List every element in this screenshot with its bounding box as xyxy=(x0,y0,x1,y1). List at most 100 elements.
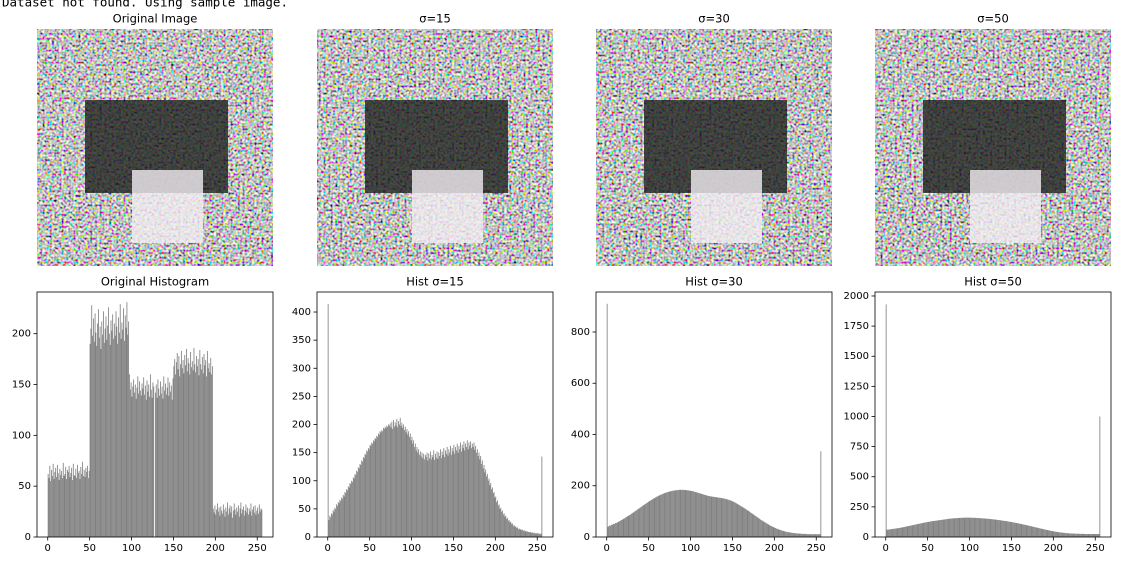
bar xyxy=(528,531,530,537)
bar xyxy=(508,520,510,537)
bar xyxy=(811,534,813,537)
bar xyxy=(423,453,425,537)
bar xyxy=(405,432,407,537)
bar xyxy=(745,509,747,537)
bar xyxy=(1091,533,1093,537)
bar xyxy=(118,332,120,537)
bar xyxy=(386,425,388,537)
bar xyxy=(744,508,746,537)
bar xyxy=(958,517,960,537)
bar xyxy=(82,461,83,537)
bar xyxy=(336,504,337,537)
bar xyxy=(418,449,420,537)
bar xyxy=(932,521,934,537)
bar xyxy=(496,502,498,537)
bar xyxy=(402,427,404,537)
bar xyxy=(654,497,656,537)
bar xyxy=(134,392,135,537)
bar xyxy=(383,429,385,537)
y-tick-label: 350 xyxy=(292,335,311,346)
bar xyxy=(220,506,222,537)
bar xyxy=(532,532,534,537)
bar xyxy=(1036,527,1038,537)
bar xyxy=(237,511,238,537)
y-tick-label: 800 xyxy=(571,327,590,338)
bar xyxy=(211,366,213,537)
bar xyxy=(1075,533,1077,537)
bar xyxy=(187,358,189,537)
bar xyxy=(803,533,805,537)
x-tick-label: 200 xyxy=(1044,543,1063,554)
bar xyxy=(125,327,127,537)
bar xyxy=(372,440,374,537)
bar xyxy=(985,518,987,537)
bar xyxy=(192,370,194,537)
bar xyxy=(814,534,816,537)
axes-frame xyxy=(874,291,1112,538)
bar xyxy=(443,448,445,537)
bar xyxy=(918,523,920,537)
bar xyxy=(109,344,111,537)
bar xyxy=(805,533,807,537)
bar xyxy=(1075,533,1076,537)
bar xyxy=(1010,521,1012,537)
bar xyxy=(626,516,628,537)
bar xyxy=(364,453,366,537)
bar xyxy=(331,513,332,537)
bar xyxy=(363,458,365,537)
bar xyxy=(99,326,101,537)
bar xyxy=(982,518,984,537)
bar xyxy=(86,471,88,537)
chart-title: Hist σ=15 xyxy=(406,275,464,289)
bar xyxy=(1080,533,1082,537)
bar xyxy=(769,525,771,537)
bar xyxy=(329,515,331,537)
bar xyxy=(974,517,976,537)
bar xyxy=(909,525,911,537)
bar xyxy=(992,519,993,537)
bar xyxy=(916,524,918,537)
bar xyxy=(447,455,449,537)
bar xyxy=(989,519,991,537)
bar xyxy=(522,530,524,537)
bar xyxy=(170,391,171,537)
bar xyxy=(963,517,965,537)
bar xyxy=(226,511,228,537)
bar xyxy=(403,430,405,537)
bar xyxy=(904,526,906,537)
bar xyxy=(903,527,905,537)
bar xyxy=(368,449,370,537)
bar xyxy=(69,477,71,537)
bar xyxy=(460,442,461,537)
bar xyxy=(516,528,518,537)
bar xyxy=(108,333,110,537)
bar xyxy=(393,426,395,537)
bar xyxy=(715,497,717,537)
bar xyxy=(244,510,246,537)
bar xyxy=(436,451,438,537)
bar xyxy=(257,507,259,537)
bar xyxy=(611,524,613,537)
bar xyxy=(531,533,533,537)
bar xyxy=(77,464,78,537)
bar xyxy=(202,373,204,537)
bar xyxy=(820,451,822,537)
bar xyxy=(51,476,53,537)
bar xyxy=(784,531,786,537)
bar xyxy=(429,451,431,537)
chart-title: Original Histogram xyxy=(101,275,209,289)
bar xyxy=(954,518,956,537)
bar xyxy=(376,435,378,537)
bar xyxy=(118,317,119,537)
bar xyxy=(966,517,968,537)
bar xyxy=(330,517,332,537)
x-tick-label: 150 xyxy=(1002,543,1021,554)
bar xyxy=(1070,533,1071,537)
bar xyxy=(477,456,479,537)
bar xyxy=(1024,524,1025,537)
bar xyxy=(618,521,620,537)
bar xyxy=(670,491,672,537)
bar xyxy=(189,374,191,537)
bar xyxy=(462,448,464,537)
